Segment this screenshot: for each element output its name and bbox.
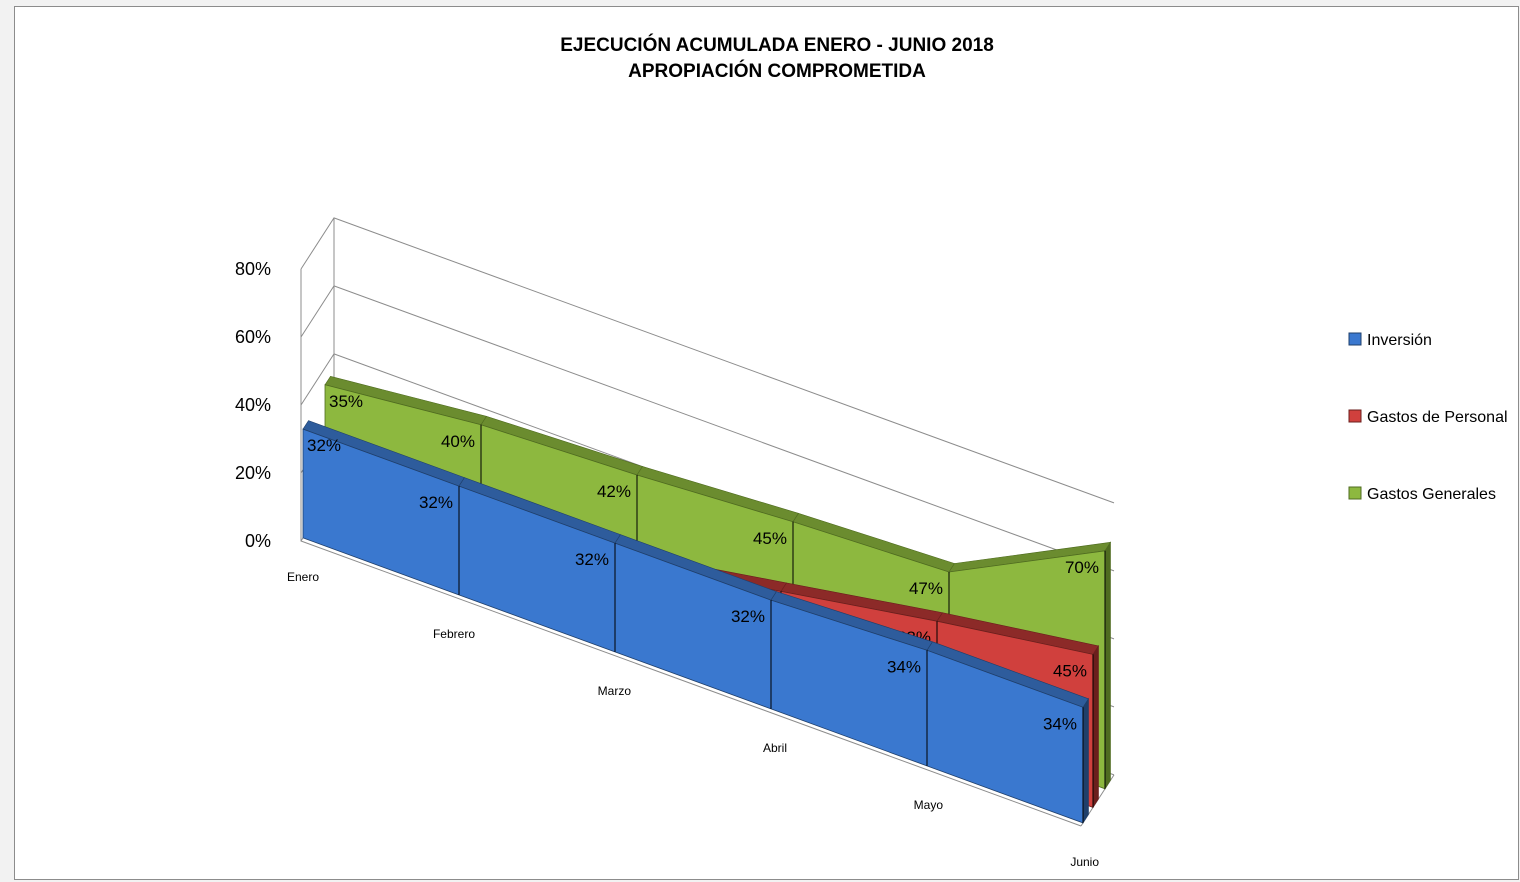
x-tick-label: Febrero — [433, 627, 475, 641]
legend-swatch — [1348, 332, 1362, 346]
chart-title-line-1: EJECUCIÓN ACUMULADA ENERO - JUNIO 2018 — [560, 34, 994, 56]
gridline — [300, 285, 1115, 572]
x-tick-label: Mayo — [914, 798, 944, 812]
data-label: 47% — [909, 579, 943, 598]
data-label: 40% — [441, 432, 475, 451]
gridline — [300, 217, 1115, 504]
x-tick-label: Enero — [287, 570, 319, 584]
legend-swatch — [1348, 486, 1362, 500]
legend-swatch — [1348, 409, 1362, 423]
ribbon-end-cap — [1104, 541, 1111, 790]
y-axis-ticks: 0% 20% 40% 60% 80% — [235, 259, 271, 551]
data-label: 34% — [1043, 714, 1077, 733]
data-label: 45% — [1053, 661, 1087, 680]
legend-label: Gastos Generales — [1367, 486, 1496, 503]
data-label: 42% — [597, 482, 631, 501]
data-label: 35% — [329, 392, 363, 411]
ribbon-end-cap — [1082, 697, 1089, 824]
chart-svg: EJECUCIÓN ACUMULADA ENERO - JUNIO 2018 A… — [235, 34, 1508, 869]
x-tick-label: Marzo — [598, 684, 632, 698]
data-label: 34% — [887, 657, 921, 676]
data-label: 32% — [419, 493, 453, 512]
ribbons: 35%40%42%45%47%70%8%14%22%30%38%45%32%32… — [302, 375, 1112, 824]
x-tick-label: Junio — [1070, 855, 1099, 869]
y-tick-label: 40% — [235, 395, 271, 415]
data-label: 32% — [731, 607, 765, 626]
chart-frame: EJECUCIÓN ACUMULADA ENERO - JUNIO 2018 A… — [14, 6, 1519, 880]
legend-label: Gastos de Personal — [1367, 409, 1508, 426]
chart-title-line-2: APROPIACIÓN COMPROMETIDA — [628, 60, 926, 82]
ribbon-end-cap — [1092, 644, 1099, 809]
data-label: 45% — [753, 529, 787, 548]
legend: Inversión Gastos de Personal Gastos Genera… — [1348, 332, 1508, 503]
ribbon-0: 32% 32% 32% 32% 34% 34% — [302, 420, 1089, 824]
y-tick-label: 0% — [245, 531, 271, 551]
y-tick-label: 80% — [235, 259, 271, 279]
legend-label: Inversión — [1367, 332, 1432, 349]
x-tick-label: Abril — [763, 741, 787, 755]
data-label: 70% — [1065, 558, 1099, 577]
data-label: 32% — [575, 550, 609, 569]
data-label: 32% — [307, 436, 341, 455]
y-tick-label: 20% — [235, 463, 271, 483]
x-axis-ticks: Enero Febrero Marzo Abril Mayo Junio — [287, 570, 1099, 869]
y-tick-label: 60% — [235, 327, 271, 347]
